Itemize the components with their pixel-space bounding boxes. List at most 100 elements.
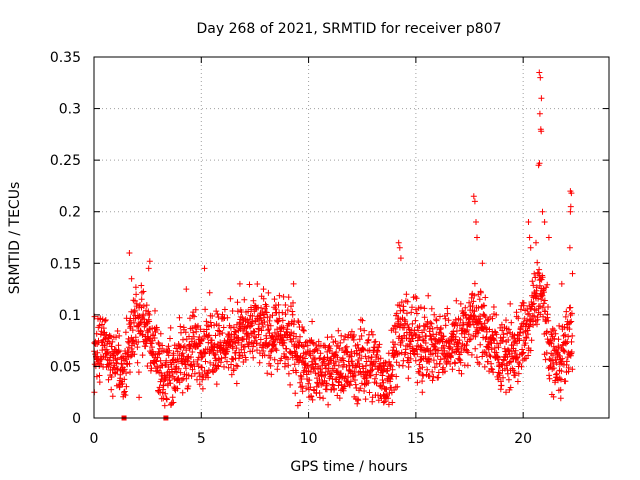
data-point bbox=[320, 395, 327, 402]
data-point bbox=[122, 329, 129, 336]
data-point bbox=[397, 342, 404, 348]
data-point bbox=[263, 303, 270, 310]
data-point bbox=[419, 364, 426, 371]
data-point bbox=[437, 356, 444, 363]
data-point bbox=[183, 347, 190, 354]
data-point bbox=[248, 322, 255, 329]
data-point bbox=[508, 358, 514, 365]
data-point bbox=[196, 373, 203, 380]
data-point bbox=[174, 348, 181, 355]
data-point bbox=[285, 362, 292, 369]
data-point bbox=[567, 208, 574, 215]
data-point bbox=[453, 297, 460, 304]
data-point bbox=[215, 363, 222, 370]
data-point bbox=[422, 340, 429, 346]
data-point bbox=[346, 382, 353, 389]
data-point bbox=[332, 338, 339, 345]
data-point bbox=[328, 371, 335, 378]
data-point bbox=[421, 327, 427, 333]
data-point bbox=[188, 354, 194, 361]
data-point bbox=[165, 364, 172, 370]
data-point bbox=[271, 356, 278, 363]
data-point bbox=[352, 372, 359, 379]
data-point bbox=[336, 395, 343, 402]
data-point bbox=[377, 355, 384, 362]
data-point bbox=[113, 334, 119, 341]
y-tick-label: 0.15 bbox=[50, 256, 81, 272]
data-point bbox=[567, 203, 574, 210]
data-point bbox=[375, 344, 382, 351]
data-point bbox=[216, 322, 222, 329]
data-point bbox=[566, 326, 573, 333]
data-point bbox=[105, 376, 112, 383]
chart-title: Day 268 of 2021, SRMTID for receiver p80… bbox=[196, 21, 501, 37]
data-point bbox=[340, 387, 347, 394]
data-point bbox=[457, 359, 464, 366]
data-point bbox=[413, 295, 420, 302]
data-point bbox=[167, 324, 174, 331]
data-point bbox=[456, 367, 463, 374]
data-point bbox=[405, 375, 412, 382]
data-point bbox=[536, 110, 543, 117]
data-point bbox=[156, 341, 162, 348]
data-point bbox=[181, 343, 188, 350]
data-point bbox=[267, 348, 274, 355]
data-point bbox=[132, 284, 139, 291]
y-tick-label: 0.25 bbox=[50, 153, 81, 169]
data-point bbox=[136, 394, 143, 401]
data-point bbox=[102, 317, 109, 323]
data-point bbox=[142, 343, 149, 350]
data-point bbox=[499, 327, 506, 334]
data-point bbox=[202, 358, 209, 365]
data-point bbox=[414, 351, 421, 358]
data-point bbox=[456, 322, 463, 329]
data-point bbox=[115, 348, 122, 355]
data-point bbox=[362, 353, 369, 360]
data-point bbox=[465, 349, 472, 356]
data-point bbox=[475, 304, 482, 311]
data-point bbox=[109, 393, 116, 400]
data-point bbox=[416, 333, 423, 340]
data-point bbox=[127, 369, 133, 376]
data-point bbox=[538, 296, 545, 303]
data-point bbox=[567, 304, 574, 311]
data-point bbox=[496, 370, 503, 377]
data-point bbox=[470, 298, 477, 305]
data-point bbox=[227, 295, 234, 302]
data-point bbox=[428, 320, 435, 327]
data-point bbox=[187, 315, 193, 322]
data-points bbox=[91, 69, 576, 421]
data-point bbox=[123, 370, 130, 377]
data-point bbox=[301, 327, 307, 334]
data-point bbox=[557, 386, 564, 393]
data-point bbox=[505, 337, 512, 343]
data-point bbox=[387, 376, 394, 383]
data-point bbox=[539, 208, 546, 215]
data-point bbox=[534, 321, 540, 328]
data-point bbox=[511, 339, 518, 345]
data-point bbox=[420, 372, 427, 379]
data-point bbox=[468, 351, 475, 358]
data-point bbox=[380, 362, 387, 369]
data-point bbox=[512, 372, 519, 379]
data-point bbox=[161, 402, 168, 409]
data-point bbox=[291, 348, 298, 355]
data-point bbox=[112, 370, 119, 377]
data-point bbox=[482, 324, 488, 331]
data-point bbox=[335, 362, 342, 369]
data-point bbox=[145, 308, 152, 315]
data-point bbox=[322, 362, 328, 369]
data-point bbox=[441, 368, 448, 375]
data-point bbox=[372, 338, 379, 345]
data-point bbox=[230, 366, 237, 372]
data-point bbox=[199, 385, 206, 392]
data-point bbox=[327, 345, 334, 352]
data-point bbox=[562, 378, 569, 385]
data-point bbox=[121, 366, 128, 373]
data-point bbox=[234, 299, 241, 306]
data-point bbox=[106, 332, 113, 339]
x-tick-label: 10 bbox=[300, 431, 318, 447]
data-point bbox=[229, 308, 236, 314]
data-point bbox=[330, 367, 336, 374]
data-point bbox=[356, 352, 363, 358]
